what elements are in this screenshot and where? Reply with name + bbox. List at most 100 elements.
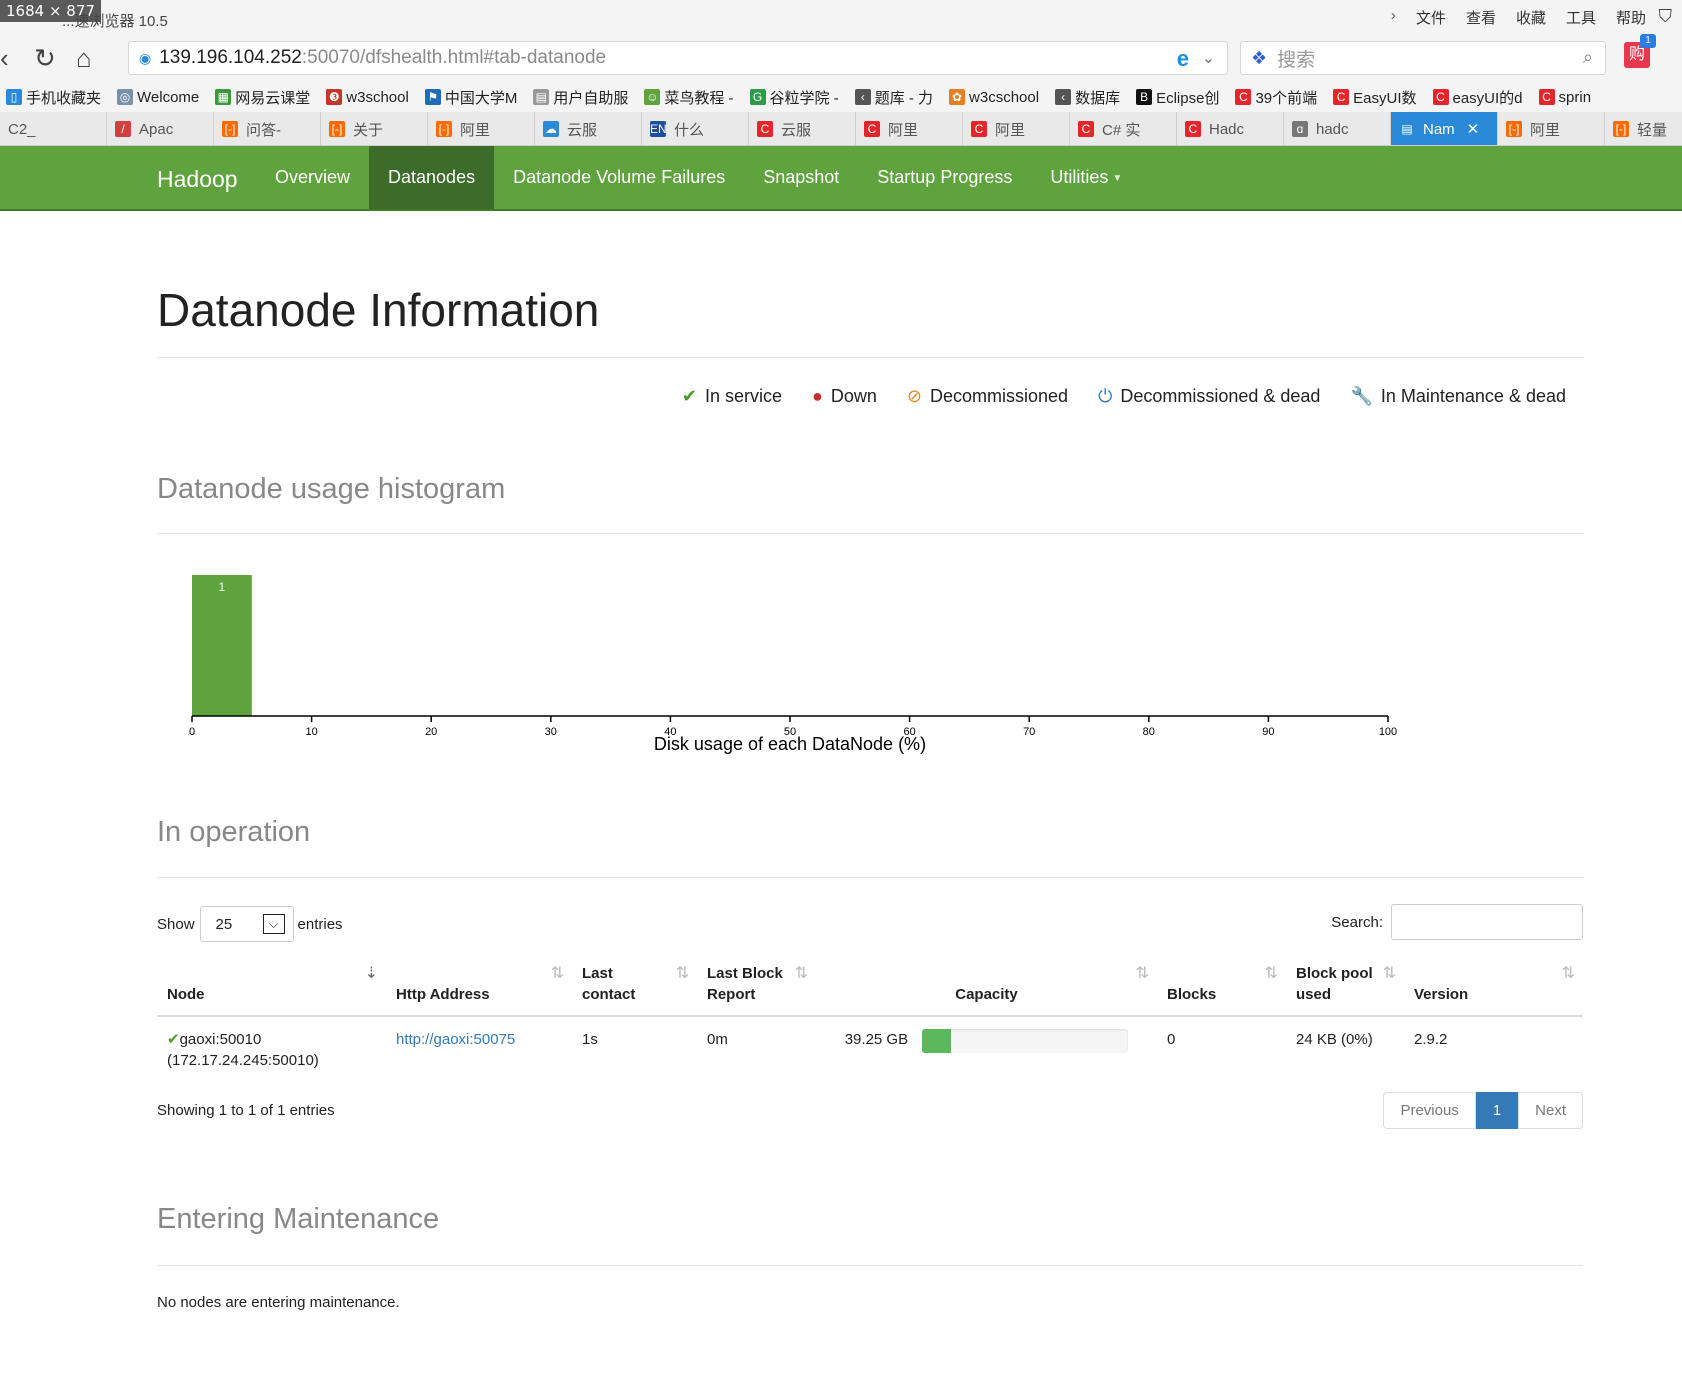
browser-tab[interactable]: C 云服 <box>749 112 856 145</box>
browser-tab[interactable]: ▤ Nam ✕ <box>1391 112 1498 145</box>
browser-tab[interactable]: [-] 轻量 <box>1605 112 1682 145</box>
th-http-address[interactable]: Http Address ⇅ <box>386 955 572 1017</box>
bookmark-label: 题库 - 力 <box>874 89 934 107</box>
nav-utilities[interactable]: Utilities ▼ <box>1031 146 1141 209</box>
caret-down-icon: ▼ <box>1112 172 1123 184</box>
globe-icon: ◎ <box>117 89 134 105</box>
browser-tab[interactable]: C 阿里 <box>856 112 963 145</box>
address-bar[interactable]: ◉ 139.196.104.252:50070/dfshealth.html#t… <box>128 41 1228 75</box>
legend-maintenance-dead: 🔧 In Maintenance & dead <box>1350 386 1566 407</box>
th-last-block-report[interactable]: Last Block Report ⇅ <box>697 955 816 1017</box>
nav-datanode-volume-failures[interactable]: Datanode Volume Failures <box>513 167 726 187</box>
bookmark-item[interactable]: ◎ Welcome <box>117 89 199 106</box>
bookmark-item[interactable]: ‹ 题库 - 力 <box>854 87 934 108</box>
bookmark-label: easyUI的d <box>1452 89 1523 107</box>
menu-help[interactable]: 帮助 <box>1615 10 1646 27</box>
browser-tab[interactable]: / Apac <box>107 112 214 145</box>
menu-favorites[interactable]: 收藏 <box>1515 10 1546 27</box>
bookmark-item[interactable]: ⚑ 中国大学M <box>424 87 517 108</box>
browser-tab[interactable]: [-] 阿里 <box>1498 112 1605 145</box>
back-icon[interactable]: ‹ <box>0 43 9 73</box>
bookmark-item[interactable]: C 39个前端 <box>1235 87 1317 108</box>
bar-count-label: 1 <box>219 580 226 594</box>
bookmark-label: 手机收藏夹 <box>26 89 102 107</box>
bookmark-item[interactable]: ☺ 菜鸟教程 - <box>644 87 734 108</box>
browser-name: ...速浏览器 10.5 <box>62 13 168 30</box>
nav-utilities-label: Utilities <box>1050 167 1109 187</box>
x-tick-label: 100 <box>1379 726 1397 738</box>
http-address-link[interactable]: http://gaoxi:50075 <box>396 1031 516 1048</box>
previous-button[interactable]: Previous <box>1383 1092 1476 1129</box>
cell-last-contact: 1s <box>582 1031 598 1048</box>
doc-icon: ▤ <box>1401 122 1413 136</box>
browser-tab[interactable]: EN 什么 <box>642 112 749 145</box>
search-icon[interactable]: ⌕ <box>1582 47 1593 67</box>
browser-tab[interactable]: C C# 实 <box>1070 112 1177 145</box>
bookmark-item[interactable]: ▤ 用户自助服 <box>533 87 628 108</box>
x-tick-label: 10 <box>305 726 317 738</box>
browser-tab[interactable]: ɑ hadc <box>1284 112 1391 145</box>
browser-tab[interactable]: C Hadc <box>1177 112 1284 145</box>
browser-tab[interactable]: [-] 关于 <box>321 112 428 145</box>
tab-label: 云服 <box>781 121 812 139</box>
table-info: Showing 1 to 1 of 1 entries <box>157 1102 335 1119</box>
browser-tab[interactable]: [-] 阿里 <box>428 112 535 145</box>
menu-view[interactable]: 查看 <box>1465 10 1496 27</box>
next-button[interactable]: Next <box>1518 1092 1583 1129</box>
nav-snapshot[interactable]: Snapshot <box>763 167 840 187</box>
column-label: Last Block Report <box>707 965 783 1003</box>
bookmark-item[interactable]: ▯ 手机收藏夹 <box>6 87 101 108</box>
tab-label: C2_ <box>8 120 36 138</box>
nav-startup-progress[interactable]: Startup Progress <box>877 167 1013 187</box>
datanode-table: Node ⇣ Http Address ⇅ Last contact ⇅ Last B… <box>157 955 1583 1083</box>
menu-tools[interactable]: 工具 <box>1565 10 1596 27</box>
bookmark-item[interactable]: ✿ w3cschool <box>949 89 1039 106</box>
skin-icon[interactable]: ⛉ <box>1658 6 1673 26</box>
menu-file[interactable]: 文件 <box>1415 10 1446 27</box>
browser-menu: › 文件 查看 收藏 工具 帮助 <box>1391 7 1646 28</box>
page-1-button[interactable]: 1 <box>1475 1092 1519 1129</box>
capacity-progress-bar <box>922 1029 1129 1053</box>
th-last-contact[interactable]: Last contact ⇅ <box>572 955 697 1017</box>
close-icon[interactable]: ✕ <box>1466 121 1480 138</box>
browser-search-input[interactable]: ❖ 搜索 ⌕ <box>1240 41 1606 75</box>
tab-label: 阿里 <box>995 121 1026 139</box>
th-capacity[interactable]: Capacity ⇅ <box>816 955 1157 1017</box>
brand-logo[interactable]: Hadoop <box>157 166 238 192</box>
table-search-input[interactable] <box>1391 904 1583 940</box>
entries-select[interactable]: 25 ⌵ <box>199 906 294 942</box>
bookmark-item[interactable]: ❸ w3school <box>326 89 409 106</box>
bookmark-item[interactable]: ▦ 网易云课堂 <box>215 87 310 108</box>
bookmark-item[interactable]: C EasyUI数 <box>1333 87 1417 108</box>
column-label: Capacity <box>955 986 1018 1003</box>
chevron-down-icon[interactable]: ⌄ <box>1201 50 1215 67</box>
sort-icon: ⇅ <box>550 965 564 982</box>
home-icon[interactable]: ⌂ <box>76 43 92 73</box>
th-node[interactable]: Node ⇣ <box>157 955 386 1017</box>
chevron-right-icon[interactable]: › <box>1390 7 1396 24</box>
th-block-pool-used[interactable]: Block pool used ⇅ <box>1286 955 1404 1017</box>
x-tick-label: 60 <box>903 726 915 738</box>
browser-tab[interactable]: C 阿里 <box>963 112 1070 145</box>
nav-overview[interactable]: Overview <box>275 167 351 187</box>
tab-label: 阿里 <box>888 121 919 139</box>
bookmark-item[interactable]: G 谷粒学院 - <box>749 87 839 108</box>
ie-engine-icon[interactable]: e <box>1176 46 1189 71</box>
refresh-icon[interactable]: ↻ <box>34 43 56 73</box>
browser-tab[interactable]: ☁ 云服 <box>535 112 642 145</box>
divider <box>157 533 1583 534</box>
nav-datanodes[interactable]: Datanodes <box>369 146 495 209</box>
browser-tab[interactable]: C2_ <box>0 112 107 145</box>
ban-icon: ⊘ <box>906 386 923 406</box>
bookmark-item[interactable]: B Eclipse创 <box>1136 87 1219 108</box>
tab-label: C# 实 <box>1102 121 1141 139</box>
bookmark-item[interactable]: ‹ 数据库 <box>1055 87 1120 108</box>
browser-tab[interactable]: [-] 问答- <box>214 112 321 145</box>
bookmark-label: 菜鸟教程 - <box>664 89 734 107</box>
th-blocks[interactable]: Blocks ⇅ <box>1157 955 1286 1017</box>
th-version[interactable]: Version ⇅ <box>1404 955 1583 1017</box>
in-operation-title: In operation <box>157 816 311 848</box>
